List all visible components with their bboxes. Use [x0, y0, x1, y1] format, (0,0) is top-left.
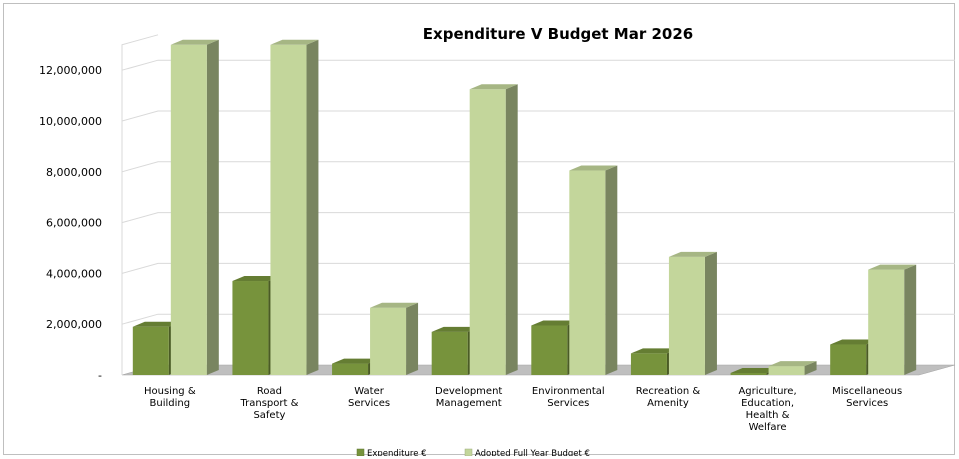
x-tick-label: Services	[547, 398, 589, 409]
bar-front	[868, 269, 905, 375]
x-tick-label: Transport &	[239, 398, 298, 409]
legend-swatch	[356, 448, 365, 456]
legend-label: Adopted Full Year Budget €	[475, 449, 590, 456]
x-tick-label: Management	[436, 398, 502, 409]
bar-side	[206, 39, 219, 376]
legend-item-expenditure: Expenditure €	[356, 448, 427, 456]
bar-top	[569, 165, 618, 171]
y-tick-label: 2,000,000	[46, 318, 102, 331]
bar-side	[904, 264, 917, 375]
bar-front	[531, 325, 568, 375]
legend: Expenditure € Adopted Full Year Budget €	[356, 448, 590, 456]
budget-bar	[170, 39, 219, 376]
x-tick-label: Services	[348, 398, 390, 409]
x-tick-label: Miscellaneous	[832, 386, 902, 397]
bar-top	[170, 39, 219, 45]
budget-bar	[370, 302, 419, 375]
bar-top	[332, 358, 381, 364]
legend-item-budget: Adopted Full Year Budget €	[464, 448, 590, 456]
bar-front	[630, 353, 667, 375]
y-tick-label: 4,000,000	[46, 267, 102, 280]
budget-bar	[469, 84, 518, 375]
chart-area: Expenditure V Budget Mar 2026 - 2,000,000…	[3, 3, 956, 456]
bar-side	[704, 251, 717, 375]
y-tick-label: 6,000,000	[46, 217, 102, 230]
bar-top	[370, 302, 419, 308]
bar-side	[505, 84, 518, 375]
bar-side	[804, 361, 817, 375]
budget-bar	[668, 251, 717, 375]
bars	[132, 39, 917, 376]
bar-front	[768, 366, 805, 375]
bar-front	[431, 331, 468, 375]
bar-front	[132, 326, 169, 375]
x-tick-label: Environmental	[532, 386, 605, 397]
bar-top	[270, 39, 319, 45]
legend-swatch	[464, 448, 473, 456]
legend-label: Expenditure €	[367, 449, 427, 456]
bar-front	[569, 170, 606, 375]
expenditure-bar	[431, 326, 480, 375]
bar-top	[768, 361, 817, 367]
bar-front	[270, 44, 307, 376]
bar-top	[469, 84, 518, 90]
expenditure-budget-chart: Expenditure V Budget Mar 2026 - 2,000,000…	[39, 25, 956, 456]
budget-bar	[768, 361, 817, 375]
bar-front	[332, 363, 369, 375]
chart-title: Expenditure V Budget Mar 2026	[423, 25, 693, 43]
bar-front	[170, 44, 207, 376]
bar-front	[232, 281, 269, 375]
x-tick-label: Water	[354, 386, 384, 397]
bar-top	[431, 326, 480, 332]
budget-bar	[868, 264, 917, 375]
bar-front	[830, 344, 867, 375]
x-tick-label: Building	[150, 398, 191, 409]
y-tick-label: 12,000,000	[39, 64, 102, 77]
bar-top	[232, 276, 281, 282]
bar-top	[868, 264, 917, 270]
bar-front	[370, 307, 407, 375]
bar-top	[668, 251, 717, 257]
bar-front	[668, 256, 705, 375]
bar-side	[306, 39, 319, 376]
y-axis-line	[121, 34, 159, 375]
bar-top	[531, 320, 580, 326]
bar-top	[730, 368, 779, 373]
bar-top	[630, 348, 679, 354]
bar-front	[730, 373, 767, 375]
gridline	[121, 59, 955, 71]
y-tick-label: 8,000,000	[46, 166, 102, 179]
bar-side	[605, 165, 618, 375]
y-axis: - 2,000,000 4,000,000 6,000,000 8,000,000 10,…	[39, 34, 159, 382]
x-tick-label: Development	[435, 386, 502, 397]
bar-top	[830, 339, 879, 345]
bar-top	[132, 321, 181, 327]
x-tick-label: Amenity	[647, 398, 689, 409]
x-tick-label: Welfare	[749, 422, 787, 433]
gridline	[121, 161, 955, 173]
budget-bar	[569, 165, 618, 375]
gridline	[121, 262, 955, 274]
x-tick-label: Housing &	[144, 386, 196, 397]
x-tick-label: Services	[846, 398, 888, 409]
gridline	[121, 212, 955, 224]
budget-bar	[270, 39, 319, 376]
x-tick-label: Safety	[253, 410, 285, 421]
x-tick-label: Agriculture,	[738, 386, 796, 397]
x-tick-label: Health &	[746, 410, 790, 421]
x-tick-label: Recreation &	[636, 386, 701, 397]
bar-side	[406, 302, 419, 375]
bar-front	[469, 89, 506, 375]
y-tick-label: 10,000,000	[39, 115, 102, 128]
gridline	[121, 110, 955, 122]
x-tick-label: Road	[257, 386, 282, 397]
x-tick-label: Education,	[741, 398, 794, 409]
y-tick-label: -	[98, 369, 102, 382]
